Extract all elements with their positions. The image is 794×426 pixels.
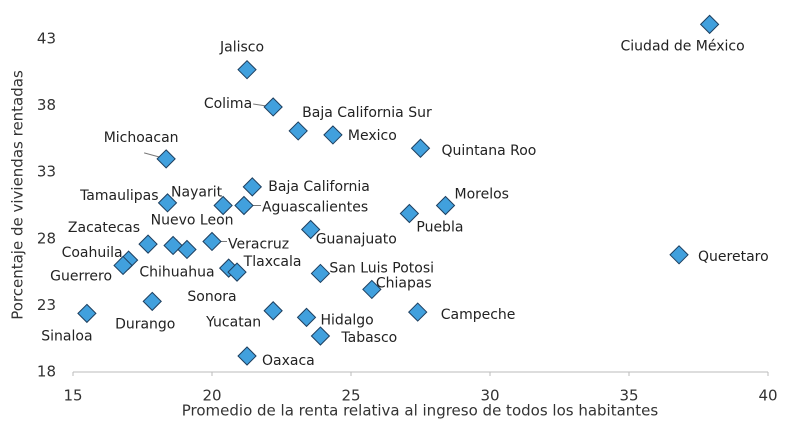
point-label: Chihuahua <box>139 264 214 280</box>
point-label: Aguascalientes <box>262 200 368 216</box>
point <box>234 195 254 216</box>
point-label: Mexico <box>348 128 397 144</box>
point <box>408 302 428 322</box>
point <box>138 234 158 254</box>
point <box>227 262 247 282</box>
point <box>213 195 233 216</box>
y-axis-title: Porcentaje de viviendas rentadas <box>9 70 27 320</box>
point-label: Tlaxcala <box>243 254 302 270</box>
y-tick-label: 33 <box>37 163 56 181</box>
point <box>310 326 331 346</box>
point-label: Tabasco <box>340 330 397 346</box>
point <box>163 235 183 256</box>
point-label: Zacatecas <box>68 220 140 236</box>
point <box>699 14 720 35</box>
x-tick-label: 25 <box>341 387 360 405</box>
point-label: Morelos <box>455 187 509 203</box>
point-label: Yucatan <box>205 315 261 331</box>
point-label: Sinaloa <box>41 328 92 344</box>
y-tick-label: 18 <box>37 363 56 381</box>
y-tick-label: 28 <box>37 229 56 247</box>
point-label: Queretaro <box>698 249 769 265</box>
point-label: Quintana Roo <box>442 143 537 159</box>
point-label: Michoacan <box>104 130 179 146</box>
point-label: Durango <box>115 316 175 332</box>
point <box>296 307 317 328</box>
point <box>177 239 197 260</box>
y-tick-label: 38 <box>37 96 56 114</box>
y-tick-label: 23 <box>37 296 56 314</box>
point-label: Tamaulipas <box>79 188 158 204</box>
point-label: Nuevo Leon <box>151 212 234 228</box>
point-label: Jalisco <box>219 40 264 56</box>
point <box>323 125 343 145</box>
x-tick-label: 30 <box>480 387 499 405</box>
point <box>410 138 431 158</box>
x-tick-label: 15 <box>63 387 82 405</box>
point-label: Ciudad de México <box>621 38 745 54</box>
x-axis-title: Promedio de la renta relativa al ingreso… <box>182 402 659 420</box>
point <box>156 149 176 169</box>
point <box>669 245 689 265</box>
point <box>300 219 321 240</box>
point <box>157 193 178 213</box>
point <box>263 97 283 117</box>
point <box>77 303 97 324</box>
point-label: Oaxaca <box>262 353 315 369</box>
point-label: Veracruz <box>228 236 289 252</box>
point <box>113 255 133 276</box>
point-label: Campeche <box>441 307 516 323</box>
point-label: Hidalgo <box>321 312 374 328</box>
point <box>310 263 331 284</box>
point <box>142 291 162 312</box>
point <box>263 301 283 321</box>
point-label: Chiapas <box>376 275 432 291</box>
point-label: Baja California <box>268 179 370 195</box>
y-tick-label: 43 <box>37 30 56 48</box>
point <box>242 177 263 197</box>
point <box>202 231 222 252</box>
point-label: Guerrero <box>50 268 112 284</box>
point <box>362 279 382 300</box>
point-label: Guanajuato <box>316 231 397 247</box>
point <box>288 121 308 141</box>
point-label: San Luis Potosi <box>329 260 434 276</box>
point-label: Coahuila <box>62 245 123 261</box>
point <box>435 195 456 216</box>
point-label: Baja California Sur <box>302 105 432 121</box>
x-tick-label: 40 <box>758 387 777 405</box>
x-tick-label: 20 <box>202 387 221 405</box>
point-label: Puebla <box>416 220 463 236</box>
point <box>399 203 420 224</box>
point <box>237 59 257 80</box>
point-label: Nayarit <box>171 185 223 201</box>
point <box>237 346 257 366</box>
point-label: Colima <box>204 96 252 112</box>
point-label: Sonora <box>187 289 236 305</box>
x-tick-label: 35 <box>619 387 638 405</box>
